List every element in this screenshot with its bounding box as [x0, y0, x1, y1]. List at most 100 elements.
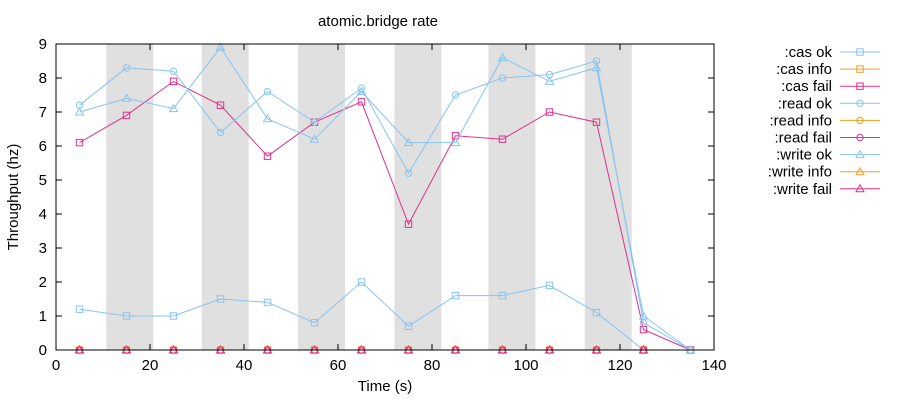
legend: :cas ok:cas info:cas fail:read ok:read i… — [768, 44, 880, 198]
shaded-band-4 — [488, 44, 536, 350]
x-tick-label: 60 — [330, 357, 347, 374]
y-tick-label: 7 — [39, 104, 47, 121]
legend-swatch-marker — [855, 149, 865, 159]
x-axis-title: Time (s) — [358, 378, 412, 395]
y-tick-label: 4 — [39, 206, 47, 223]
data-point — [121, 93, 132, 102]
x-tick-label: 0 — [52, 357, 60, 374]
legend-item: :write ok — [776, 147, 880, 164]
legend-label: :write fail — [773, 181, 832, 198]
legend-label: :read ok — [778, 95, 833, 112]
y-tick-label: 9 — [39, 36, 47, 53]
data-point — [544, 76, 555, 85]
legend-swatch-marker — [855, 166, 865, 176]
data-point — [545, 108, 554, 116]
legend-label: :read fail — [774, 130, 832, 147]
data-point — [169, 67, 178, 75]
data-point — [638, 310, 649, 320]
legend-swatch-marker — [856, 82, 864, 90]
data-point — [262, 113, 273, 123]
legend-item: :cas fail — [781, 78, 880, 95]
data-point — [404, 169, 413, 177]
x-tick-label: 120 — [607, 357, 632, 374]
data-point — [498, 74, 507, 82]
y-tick-label: 3 — [39, 240, 47, 257]
legend-item: :read info — [769, 112, 880, 129]
data-point — [310, 319, 319, 327]
legend-swatch-marker — [856, 48, 864, 56]
data-point — [498, 135, 507, 143]
shaded-band-3 — [394, 44, 442, 350]
series-line — [79, 80, 691, 351]
legend-item: :cas info — [776, 61, 880, 78]
legend-label: :write info — [768, 164, 832, 181]
legend-label: :cas info — [776, 61, 832, 78]
data-point — [263, 152, 272, 160]
plot-frame — [55, 43, 715, 351]
shaded-band-5 — [584, 44, 632, 350]
data-point — [169, 77, 178, 86]
legend-swatch-marker — [856, 99, 864, 108]
data-point — [309, 134, 320, 143]
data-point — [122, 111, 131, 120]
data-point — [497, 52, 508, 62]
y-tick-label: 1 — [39, 308, 47, 325]
data-point — [404, 322, 413, 330]
data-point — [591, 62, 602, 72]
data-point — [168, 103, 179, 113]
legend-item: :read ok — [778, 95, 880, 112]
x-tick-label: 140 — [701, 357, 726, 374]
series-6 — [74, 42, 696, 354]
data-point — [263, 298, 272, 307]
x-axis: 0 20 40 60 80 100 120 140 — [52, 44, 727, 374]
legend-swatch-marker — [856, 116, 864, 125]
shaded-band-2 — [298, 44, 346, 350]
data-point — [403, 137, 414, 147]
data-point — [592, 118, 601, 126]
x-tick-label: 100 — [513, 357, 538, 374]
legend-swatch-marker — [856, 133, 864, 142]
data-point — [639, 319, 648, 327]
x-tick-label: 80 — [424, 357, 441, 374]
data-point — [122, 64, 131, 72]
data-point — [451, 291, 460, 300]
x-tick-label: 40 — [236, 357, 253, 374]
data-point — [545, 281, 554, 290]
data-point — [122, 312, 131, 320]
y-tick-label: 6 — [39, 138, 47, 155]
series-line — [79, 46, 691, 351]
legend-item: :write info — [768, 164, 880, 181]
legend-swatch-marker — [856, 65, 864, 73]
data-point — [451, 91, 460, 99]
y-axis-title: Throughput (hz) — [5, 144, 22, 251]
data-point — [169, 312, 178, 320]
data-point — [498, 291, 507, 300]
data-point — [357, 278, 366, 286]
data-point — [357, 98, 366, 106]
data-point — [216, 101, 225, 109]
y-tick-label: 2 — [39, 274, 47, 291]
y-tick-label: 5 — [39, 172, 47, 189]
legend-item: :write fail — [773, 181, 880, 198]
legend-item: :read fail — [774, 130, 880, 147]
legend-label: :cas fail — [781, 78, 832, 95]
data-point — [404, 220, 413, 228]
y-tick-label: 0 — [39, 342, 47, 359]
y-tick-label: 8 — [39, 70, 47, 87]
data-point — [216, 128, 225, 137]
shaded-band-1 — [201, 44, 249, 350]
data-point — [450, 137, 461, 147]
legend-label: :write ok — [776, 147, 832, 164]
legend-item: :cas ok — [784, 44, 880, 61]
data-point — [216, 295, 225, 303]
legend-swatch-marker — [855, 183, 865, 193]
series-line — [79, 281, 691, 351]
data-point — [356, 86, 367, 96]
data-point — [215, 42, 226, 51]
data-point — [263, 87, 272, 96]
series-line — [79, 60, 691, 351]
data-point — [74, 106, 85, 116]
shaded-band-0 — [106, 44, 154, 350]
shaded-bands — [106, 44, 632, 350]
data-point — [75, 138, 84, 147]
